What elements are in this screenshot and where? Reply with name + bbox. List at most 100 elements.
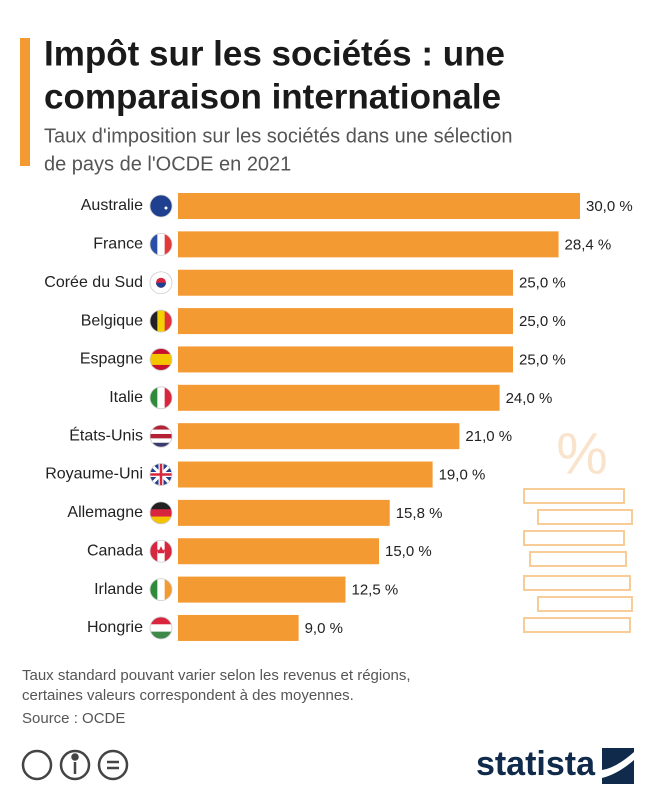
flag-border xyxy=(149,501,173,525)
flag xyxy=(150,310,172,333)
flag-border xyxy=(149,232,173,256)
category-label: Allemagne xyxy=(67,504,143,521)
flag-stripe xyxy=(150,631,172,639)
value-label: 25,0 % xyxy=(519,313,566,330)
category-label: Belgique xyxy=(81,312,143,329)
flag-stripe xyxy=(150,348,172,355)
flag xyxy=(150,616,172,639)
flag xyxy=(150,578,172,601)
flag-stripe xyxy=(157,310,166,333)
flag-stripe xyxy=(150,364,172,371)
chart-title: comparaison internationale xyxy=(44,77,501,116)
brand-logo xyxy=(602,752,634,778)
flag-stripe xyxy=(150,425,172,431)
flag-border xyxy=(149,309,173,333)
flag-stripe xyxy=(157,578,166,601)
value-label: 19,0 % xyxy=(439,466,486,483)
flag xyxy=(150,348,172,371)
flag-detail xyxy=(156,282,166,288)
flag xyxy=(150,195,172,217)
brand: statista xyxy=(476,745,596,783)
coin xyxy=(529,551,627,567)
flag-detail xyxy=(164,206,168,210)
chart-title: Impôt sur les sociétés : une xyxy=(44,34,505,73)
coin xyxy=(523,488,625,504)
bar xyxy=(178,308,513,335)
flag-border xyxy=(149,424,173,448)
category-label: Italie xyxy=(109,389,143,406)
flag xyxy=(150,386,172,409)
flag-stripe xyxy=(150,540,158,563)
flag-stripe xyxy=(164,578,172,601)
chart-subtitle: Taux d'imposition sur les sociétés dans … xyxy=(44,125,513,147)
value-label: 30,0 % xyxy=(586,198,633,215)
value-label: 28,4 % xyxy=(565,236,612,253)
category-label: Canada xyxy=(87,542,143,559)
flag-stripe xyxy=(150,616,172,625)
flag-stripe xyxy=(150,509,172,518)
value-label: 25,0 % xyxy=(519,275,566,292)
flag-border xyxy=(149,616,173,640)
bar xyxy=(178,231,559,258)
flag-border xyxy=(149,386,173,410)
value-label: 24,0 % xyxy=(506,390,553,407)
coin xyxy=(537,596,633,612)
bar xyxy=(178,269,513,296)
flag-stripe xyxy=(150,501,172,510)
bar xyxy=(178,423,460,450)
flag xyxy=(150,540,172,563)
chart-subtitle: de pays de l'OCDE en 2021 xyxy=(44,153,291,175)
flag-stripe xyxy=(150,438,172,444)
flag xyxy=(150,271,172,294)
flag-stripe xyxy=(150,442,172,448)
flag-stripe xyxy=(150,578,158,601)
note: Taux standard pouvant varier selon les r… xyxy=(22,667,411,684)
flag-border xyxy=(149,194,173,218)
category-label: États-Unis xyxy=(69,425,143,444)
flag-stripe xyxy=(150,233,158,256)
flag-stripe xyxy=(164,540,172,563)
flag-stripe xyxy=(150,429,172,435)
source: Source : OCDE xyxy=(22,710,125,727)
flag-stripe xyxy=(150,310,158,333)
flag xyxy=(150,501,172,524)
flag-detail xyxy=(157,546,165,554)
coin xyxy=(523,575,631,591)
category-label: Corée du Sud xyxy=(44,274,143,291)
flag-stripe xyxy=(164,310,172,333)
title-accent xyxy=(20,38,30,166)
flag xyxy=(150,463,172,486)
illustration: % xyxy=(523,421,633,633)
note: certaines valeurs correspondent à des mo… xyxy=(22,687,354,704)
bar xyxy=(178,499,390,526)
flag-border xyxy=(149,578,173,601)
category-label: France xyxy=(93,236,143,253)
bar xyxy=(178,384,500,411)
flag-stripe xyxy=(157,233,166,256)
bar xyxy=(178,576,346,603)
flag-stripe xyxy=(150,353,172,360)
flag xyxy=(150,233,172,256)
flag xyxy=(150,425,172,448)
flag-stripe xyxy=(150,359,172,366)
bar xyxy=(178,346,513,373)
value-label: 15,0 % xyxy=(385,543,432,560)
flag-stripe xyxy=(150,386,158,409)
flag-stripe xyxy=(150,195,172,217)
category-label: Australie xyxy=(81,197,143,214)
flag-border xyxy=(149,348,173,371)
category-label: Espagne xyxy=(80,351,143,368)
coin xyxy=(537,509,633,525)
bar xyxy=(178,461,433,488)
category-label: Irlande xyxy=(94,581,143,598)
flag-border xyxy=(149,271,173,295)
category-label: Royaume-Uni xyxy=(45,466,143,483)
flag-border xyxy=(149,463,173,486)
license-icons xyxy=(21,749,129,781)
bar xyxy=(178,614,299,641)
bar xyxy=(178,193,580,219)
flag-stripe xyxy=(150,624,172,633)
value-label: 25,0 % xyxy=(519,351,566,368)
category-label: Hongrie xyxy=(87,619,143,636)
